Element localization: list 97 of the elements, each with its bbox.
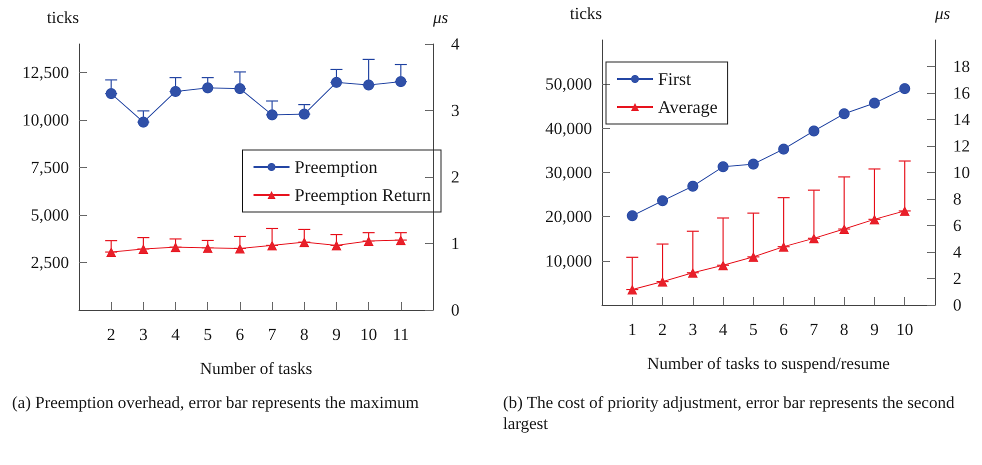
- point: [364, 236, 374, 246]
- x-tick-label: 5: [749, 320, 758, 339]
- point: [106, 88, 117, 100]
- point: [900, 206, 910, 216]
- point: [106, 247, 116, 258]
- x-tick-label: 3: [139, 325, 148, 344]
- point: [899, 83, 910, 94]
- point: [395, 76, 406, 88]
- point: [718, 260, 728, 270]
- y2-tick-label: 0: [953, 296, 962, 314]
- x-tick-label: 1: [628, 320, 637, 339]
- x-tick-label: 2: [106, 325, 116, 344]
- point: [748, 158, 759, 170]
- point: [331, 240, 342, 250]
- x-tick-label: 6: [779, 320, 788, 339]
- point: [778, 144, 790, 155]
- y-tick-label: 2,500: [30, 253, 69, 272]
- y-axis-title: ticks: [46, 8, 79, 27]
- y-tick-label: 30,000: [545, 163, 592, 182]
- x-tick-label: 8: [840, 320, 848, 339]
- x-tick-label: 4: [718, 320, 728, 339]
- y-tick-label: 5,000: [30, 206, 69, 224]
- y2-tick-label: 10: [953, 163, 970, 182]
- y-tick-label: 7,500: [30, 158, 69, 177]
- legend-label: Average: [658, 97, 718, 117]
- point: [869, 214, 880, 224]
- x-tick-label: 6: [236, 325, 244, 344]
- point: [202, 242, 213, 253]
- y-tick-label: 40,000: [545, 118, 592, 138]
- x-tick-label: 9: [332, 325, 341, 344]
- legend-label: Preemption: [294, 157, 378, 177]
- x-axis-title: Number of tasks: [200, 359, 312, 378]
- x-tick-label: 2: [658, 320, 667, 339]
- y2-tick-label: 4: [451, 34, 460, 54]
- y2-tick-label: 4: [953, 242, 962, 262]
- y-tick-label: 12,500: [22, 63, 69, 82]
- point: [658, 276, 668, 287]
- y-tick-label: 10,000: [22, 110, 69, 130]
- point: [299, 237, 310, 248]
- point: [748, 252, 758, 262]
- y-tick-label: 20,000: [545, 207, 592, 226]
- x-tick-label: 7: [810, 320, 819, 339]
- x-axis-title: Number of tasks to suspend/resume: [647, 354, 890, 373]
- y-tick-label: 50,000: [545, 74, 592, 94]
- y2-tick-label: 8: [953, 190, 962, 208]
- legend-label: First: [658, 69, 692, 89]
- point: [688, 268, 698, 278]
- point: [234, 243, 245, 254]
- point: [778, 242, 789, 252]
- point: [396, 235, 406, 246]
- point: [234, 83, 246, 94]
- text: (b) The cost of priority adjustment, error bar represents the second largest: [502, 392, 956, 434]
- x-tick-label: 9: [870, 320, 879, 339]
- point: [808, 233, 819, 244]
- point: [170, 242, 181, 252]
- x-tick-label: 10: [896, 320, 914, 339]
- y2-tick-label: 14: [953, 110, 970, 129]
- y-axis-title: ticks: [570, 4, 602, 23]
- point: [138, 116, 149, 128]
- y-tick-label: 10,000: [545, 251, 592, 270]
- y2-axis-title: μs: [934, 4, 951, 23]
- y2-axis-title: μs: [432, 8, 449, 27]
- legend-label: Preemption Return: [294, 185, 432, 205]
- point: [298, 108, 310, 120]
- y2-tick-label: 0: [451, 300, 460, 320]
- point: [718, 161, 729, 172]
- point: [687, 180, 698, 192]
- y2-tick-label: 3: [451, 101, 460, 120]
- point: [330, 76, 342, 88]
- point: [838, 108, 850, 120]
- x-tick-label: 11: [392, 325, 410, 344]
- point: [808, 125, 820, 136]
- y2-tick-label: 6: [953, 216, 962, 235]
- point: [363, 80, 374, 91]
- point: [170, 86, 182, 97]
- x-tick-label: 3: [688, 320, 698, 339]
- point: [868, 98, 880, 109]
- x-tick-label: 4: [171, 325, 180, 344]
- x-tick-label: 5: [203, 325, 212, 344]
- text: (a) Preemption overhead, error bar represents the maximum: [11, 392, 420, 413]
- point: [266, 109, 278, 120]
- x-tick-label: 7: [268, 325, 277, 344]
- y2-tick-label: 1: [451, 234, 460, 253]
- point: [627, 284, 638, 295]
- point: [839, 224, 850, 234]
- x-tick-label: 8: [300, 325, 309, 344]
- point: [626, 210, 638, 222]
- y2-tick-label: 2: [953, 269, 962, 288]
- y2-tick-label: 2: [451, 168, 460, 186]
- x-tick-label: 10: [360, 325, 378, 344]
- point: [202, 82, 214, 94]
- y2-tick-label: 18: [953, 57, 970, 76]
- point: [657, 195, 668, 206]
- y2-tick-label: 12: [953, 136, 970, 156]
- point: [138, 244, 148, 254]
- point: [267, 240, 278, 250]
- y2-tick-label: 16: [953, 84, 970, 102]
